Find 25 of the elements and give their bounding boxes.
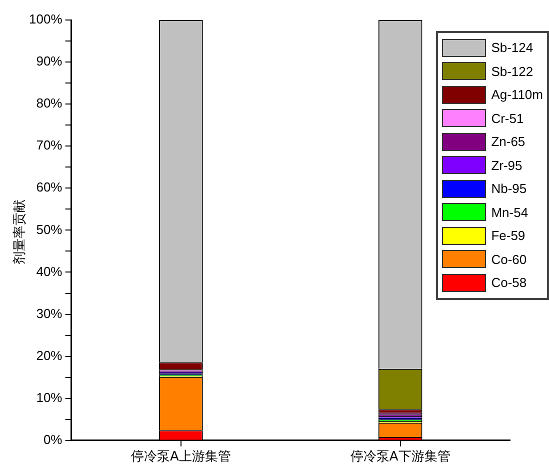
y-tick-label: 60% <box>36 180 63 195</box>
legend-label: Fe-59 <box>491 228 526 244</box>
y-axis-title: 剂量率贡献 <box>12 200 28 264</box>
y-tick-label: 70% <box>36 138 63 153</box>
legend-label: Sb-122 <box>491 64 534 79</box>
x-tick-label: 停冷泵A上游集管 <box>130 450 231 465</box>
y-tick-label: 50% <box>36 222 63 237</box>
y-tick-label: 30% <box>36 306 63 321</box>
legend-label: Mn-54 <box>491 204 528 220</box>
y-tick-label: 100% <box>29 12 63 27</box>
y-tick-label: 0% <box>43 432 63 447</box>
y-tick-label: 20% <box>36 348 63 363</box>
y-tick-label: 90% <box>36 54 63 69</box>
legend-label: Ag-110m <box>491 87 543 102</box>
legend-label: Nb-95 <box>491 181 527 196</box>
y-tick-label: 80% <box>36 96 63 111</box>
legend-label: Zr-95 <box>491 158 522 173</box>
y-tick-label: 40% <box>36 264 63 279</box>
y-tick-label: 10% <box>36 390 63 405</box>
legend-label: Zn-65 <box>491 134 526 150</box>
legend-label: Co-60 <box>491 252 527 267</box>
legend-label: Sb-124 <box>491 40 534 56</box>
x-tick-label: 停冷泵A下游集管 <box>350 450 450 465</box>
legend-label: Cr-51 <box>491 110 524 126</box>
legend-label: Co-58 <box>491 275 527 290</box>
